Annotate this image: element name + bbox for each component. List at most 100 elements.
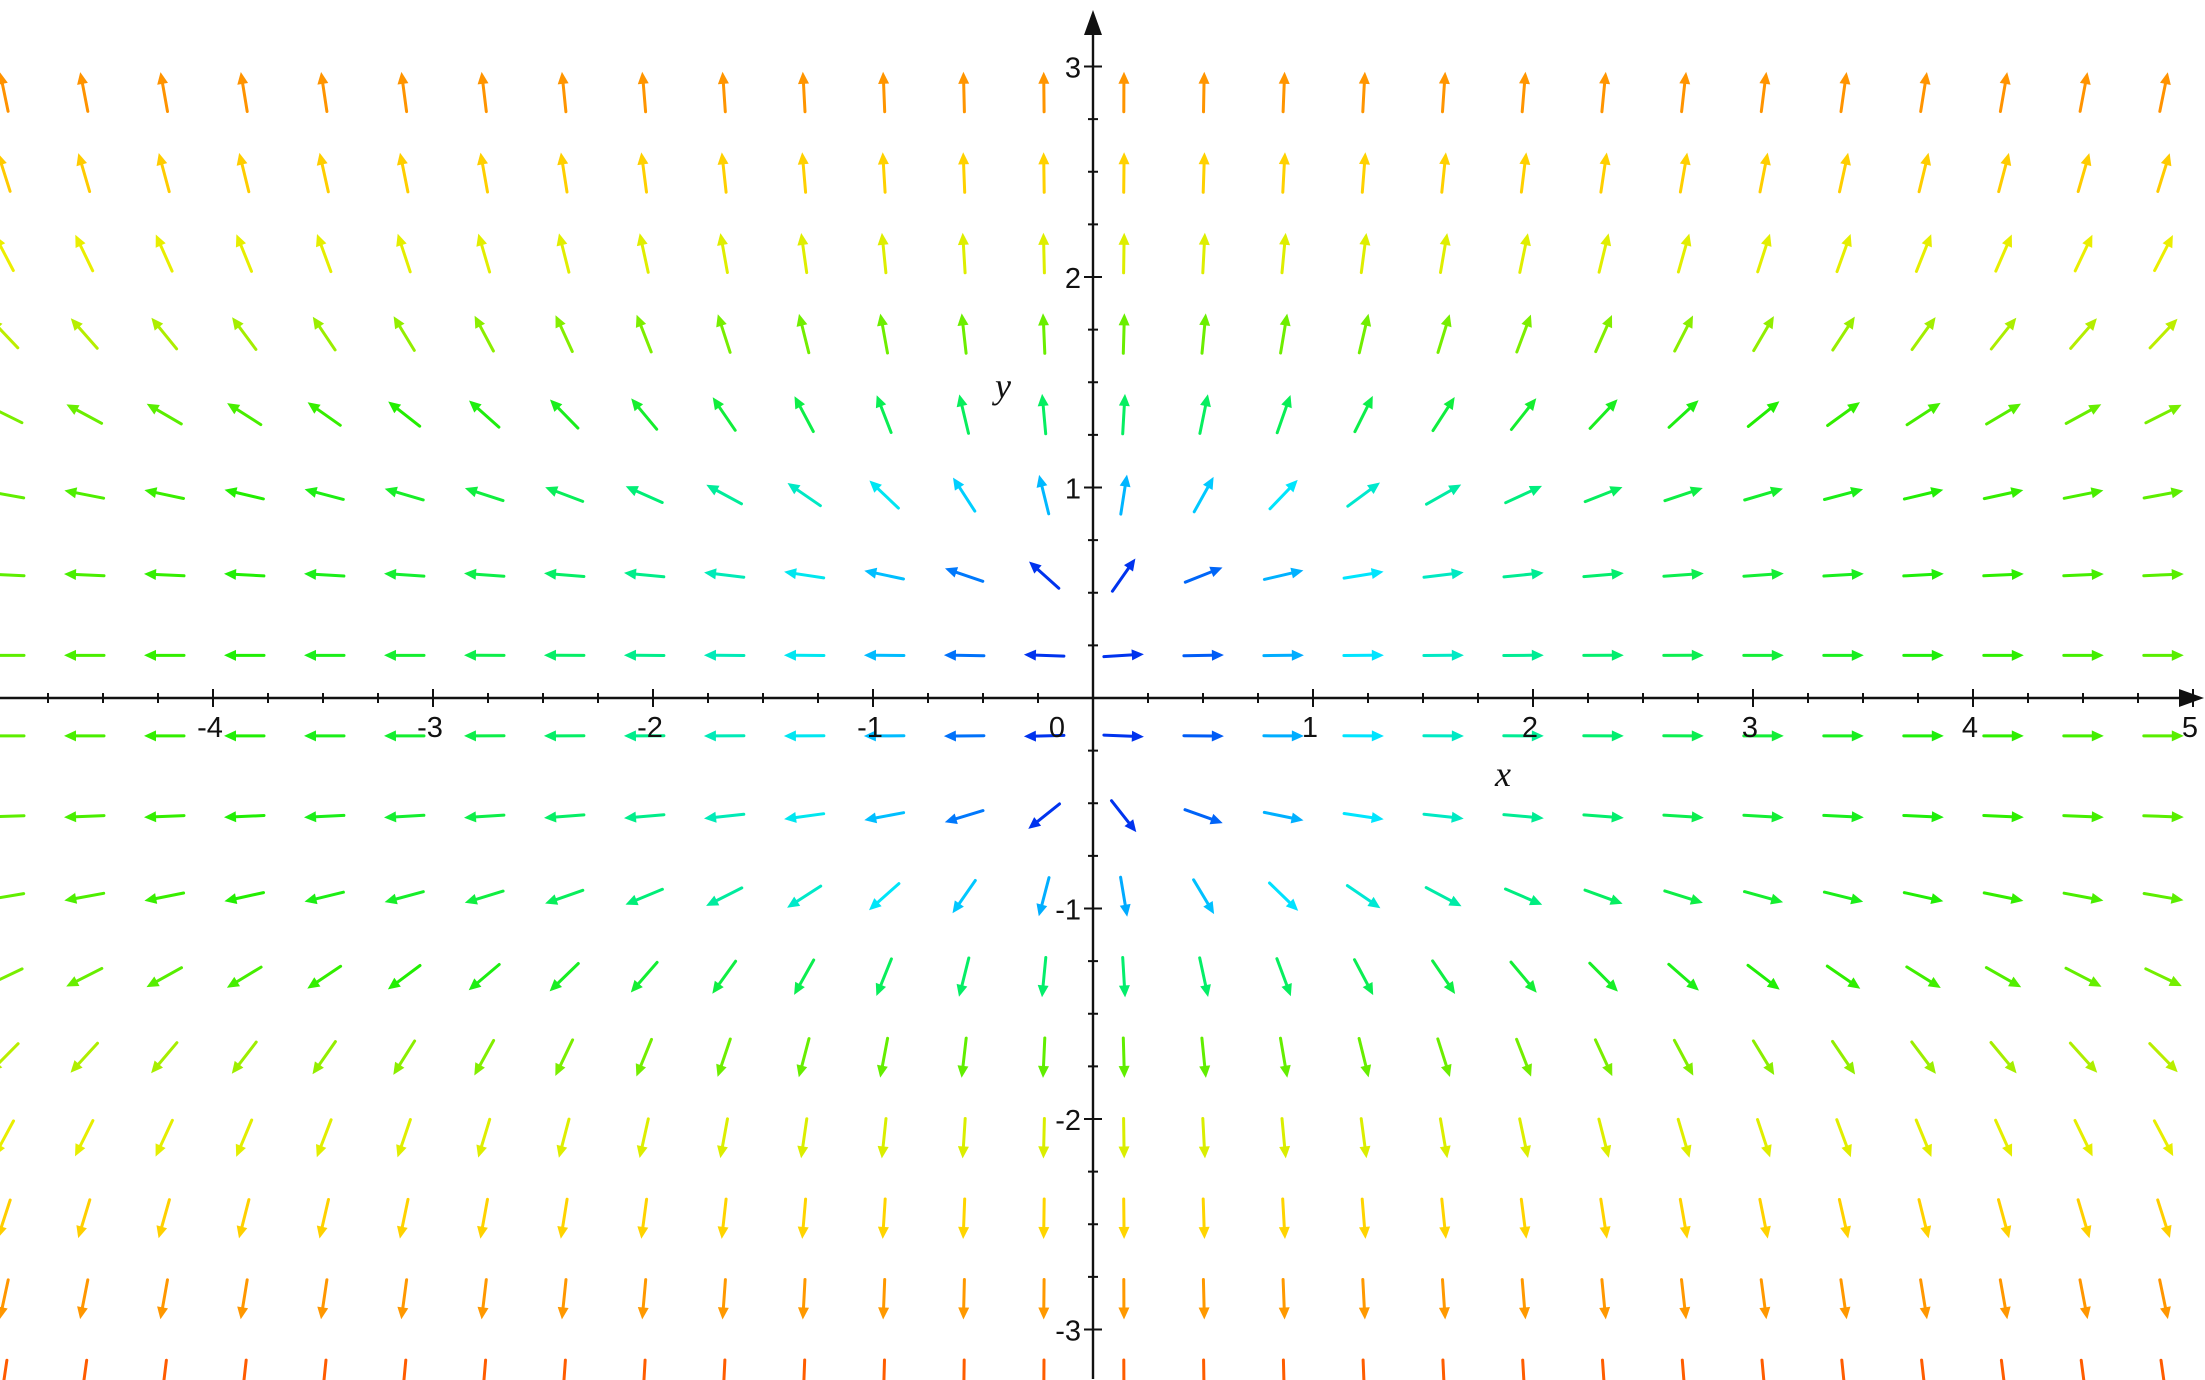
field-arrow-head xyxy=(157,72,168,85)
field-arrow-head xyxy=(66,976,80,987)
field-arrow-shaft xyxy=(1673,324,1689,353)
field-arrow-head xyxy=(706,484,720,496)
field-arrow-head xyxy=(477,71,489,85)
field-arrow-head xyxy=(1924,317,1936,331)
field-arrow-shaft xyxy=(314,490,345,501)
field-arrow-head xyxy=(397,1306,409,1320)
field-arrow-shaft xyxy=(80,163,92,193)
field-arrow-shaft xyxy=(2159,1358,2166,1380)
field-arrow-head xyxy=(307,402,321,414)
field-arrow-head xyxy=(1200,394,1211,408)
field-arrow-shaft xyxy=(960,956,971,987)
x-tick-label: 1 xyxy=(1302,712,1318,744)
field-arrow-shaft xyxy=(882,1358,886,1380)
field-arrow-head xyxy=(1118,1226,1130,1239)
field-arrow-head xyxy=(877,1064,888,1078)
field-arrow-head xyxy=(783,730,796,742)
field-arrow-shaft xyxy=(1342,812,1374,820)
field-arrow-head xyxy=(1358,1307,1370,1320)
field-arrow-shaft xyxy=(559,324,574,353)
field-arrow-head xyxy=(0,72,8,85)
field-arrow-head xyxy=(875,982,886,996)
field-arrow-head xyxy=(557,152,569,166)
field-arrow-head xyxy=(1920,1225,1932,1239)
field-arrow-head xyxy=(224,649,236,661)
field-arrow-shaft xyxy=(1756,243,1768,274)
field-arrow-head xyxy=(1211,730,1224,742)
field-arrow-head xyxy=(304,811,317,823)
field-arrow-shaft xyxy=(75,966,104,983)
field-arrow-head xyxy=(869,898,882,911)
field-arrow-shaft xyxy=(476,963,501,985)
field-arrow-head xyxy=(794,981,805,995)
field-arrow-head xyxy=(956,983,968,997)
field-arrow-head xyxy=(797,1226,809,1239)
field-arrow-shaft xyxy=(1360,1197,1366,1229)
field-arrow-head xyxy=(1759,1306,1771,1320)
field-arrow-head xyxy=(717,1145,728,1159)
field-arrow-shaft xyxy=(1601,1358,1606,1380)
field-arrow-head xyxy=(1124,558,1136,572)
field-arrow-shaft xyxy=(962,1197,967,1229)
field-arrow-shaft xyxy=(1042,323,1047,355)
field-arrow-head xyxy=(1367,896,1381,909)
field-arrow-shaft xyxy=(1353,958,1370,986)
field-arrow-head xyxy=(1359,1226,1370,1239)
field-arrow-head xyxy=(631,398,644,412)
field-arrow-head xyxy=(1611,811,1624,823)
field-arrow-shaft xyxy=(1826,407,1852,427)
field-arrow-shaft xyxy=(1905,408,1932,427)
field-arrow-shaft xyxy=(641,162,648,194)
field-arrow-head xyxy=(1679,1225,1691,1239)
field-arrow-head xyxy=(716,314,727,328)
field-arrow-head xyxy=(1766,977,1780,990)
field-arrow-head xyxy=(1371,812,1384,823)
field-arrow-shaft xyxy=(1041,404,1048,436)
field-arrow-head xyxy=(1763,316,1774,330)
field-arrow-head xyxy=(1686,978,1699,991)
field-arrow-head xyxy=(0,1145,5,1152)
field-arrow-head xyxy=(384,811,397,823)
field-arrow-shaft xyxy=(1515,1037,1529,1067)
field-arrow-shaft xyxy=(1997,163,2008,194)
field-arrow-shaft xyxy=(1422,572,1454,579)
field-arrow-head xyxy=(393,1061,405,1075)
field-arrow-head xyxy=(1279,1064,1291,1078)
field-arrow-head xyxy=(227,403,241,415)
field-arrow-head xyxy=(712,397,724,411)
field-arrow-head xyxy=(1131,730,1144,742)
field-arrow-head xyxy=(623,730,636,742)
field-arrow-shaft xyxy=(1837,1198,1848,1229)
field-arrow-head xyxy=(717,1226,729,1239)
field-arrow-shaft xyxy=(160,1198,171,1229)
field-arrow-shaft xyxy=(1982,491,2014,501)
field-arrow-shaft xyxy=(474,889,505,901)
field-arrow-head xyxy=(2082,1143,2093,1157)
field-arrow-shaft xyxy=(958,486,977,513)
field-arrow-head xyxy=(384,486,398,498)
field-arrow-shaft xyxy=(1746,407,1772,428)
field-arrow-shaft xyxy=(800,1037,811,1068)
field-arrow-shaft xyxy=(1760,1358,1766,1380)
field-arrow-head xyxy=(544,811,557,823)
field-arrow-shaft xyxy=(1600,82,1607,114)
field-arrow-shaft xyxy=(801,1117,809,1148)
field-arrow-shaft xyxy=(2076,163,2088,193)
field-arrow-shaft xyxy=(1588,961,1611,985)
field-arrow-shaft xyxy=(2142,573,2174,578)
field-arrow-shaft xyxy=(1201,243,1206,275)
field-arrow-shaft xyxy=(1121,956,1126,987)
field-arrow-head xyxy=(794,396,805,410)
field-arrow-shaft xyxy=(1121,323,1126,355)
field-arrow-head xyxy=(625,486,639,497)
field-arrow-head xyxy=(1441,1063,1452,1077)
field-arrow-shaft xyxy=(1040,876,1051,907)
field-arrow-head xyxy=(2168,975,2182,987)
field-arrow-shaft xyxy=(1504,887,1533,902)
field-arrow-shaft xyxy=(555,490,585,503)
field-arrow-head xyxy=(464,486,479,498)
field-arrow-head xyxy=(796,313,808,327)
field-arrow-shaft xyxy=(1268,881,1292,904)
field-arrow-head xyxy=(863,649,876,661)
field-arrow-shaft xyxy=(719,1037,732,1067)
